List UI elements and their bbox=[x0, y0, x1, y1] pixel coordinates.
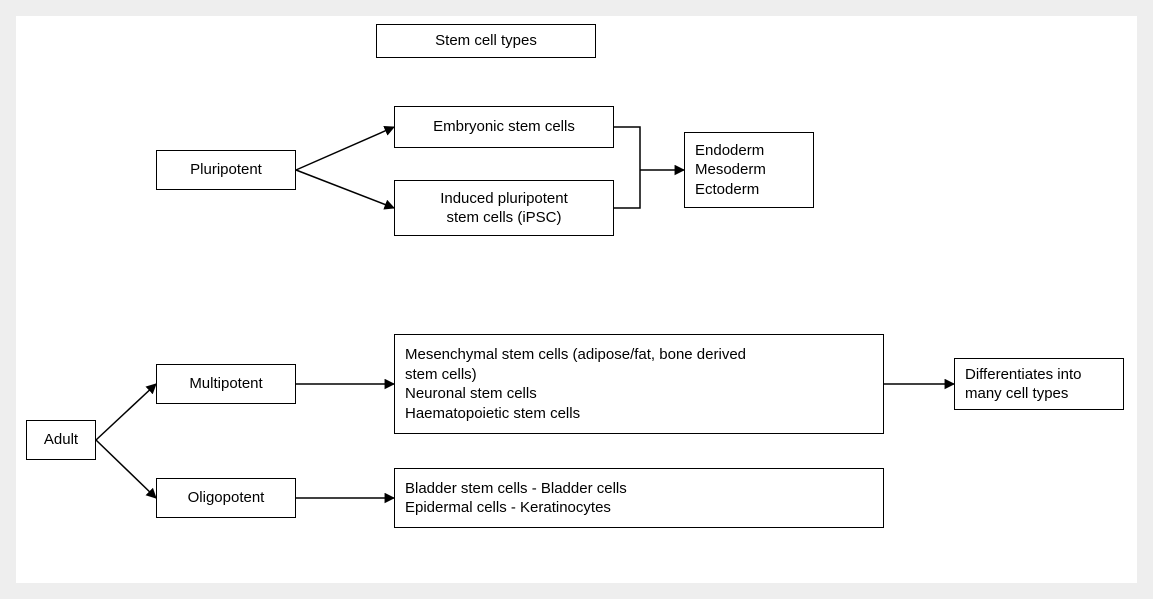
node-embryonic: Embryonic stem cells bbox=[394, 106, 614, 148]
node-oligopotent: Oligopotent bbox=[156, 478, 296, 518]
node-germlayers-label: Endoderm Mesoderm Ectoderm bbox=[695, 141, 766, 200]
node-multipotent-examples: Mesenchymal stem cells (adipose/fat, bon… bbox=[394, 334, 884, 434]
node-ipsc-label: Induced pluripotent stem cells (iPSC) bbox=[440, 189, 568, 228]
node-differentiates-label: Differentiates into many cell types bbox=[965, 365, 1081, 404]
node-germlayers: Endoderm Mesoderm Ectoderm bbox=[684, 132, 814, 208]
node-pluripotent: Pluripotent bbox=[156, 150, 296, 190]
node-multipotent-examples-label: Mesenchymal stem cells (adipose/fat, bon… bbox=[405, 345, 746, 423]
edge-merge-bracket bbox=[614, 127, 640, 208]
edge-adult-oligopotent bbox=[96, 440, 156, 498]
node-title: Stem cell types bbox=[376, 24, 596, 58]
node-title-label: Stem cell types bbox=[435, 31, 537, 51]
diagram-canvas: Stem cell types Pluripotent Embryonic st… bbox=[16, 16, 1137, 583]
node-differentiates: Differentiates into many cell types bbox=[954, 358, 1124, 410]
node-multipotent: Multipotent bbox=[156, 364, 296, 404]
node-embryonic-label: Embryonic stem cells bbox=[433, 117, 575, 137]
edge-adult-multipotent bbox=[96, 384, 156, 440]
node-oligopotent-label: Oligopotent bbox=[188, 488, 265, 508]
edge-pluripotent-embryonic bbox=[296, 127, 394, 170]
node-pluripotent-label: Pluripotent bbox=[190, 160, 262, 180]
edge-pluripotent-ipsc bbox=[296, 170, 394, 208]
node-adult-label: Adult bbox=[44, 430, 78, 450]
node-multipotent-label: Multipotent bbox=[189, 374, 262, 394]
node-oligopotent-examples: Bladder stem cells - Bladder cells Epide… bbox=[394, 468, 884, 528]
node-ipsc: Induced pluripotent stem cells (iPSC) bbox=[394, 180, 614, 236]
node-oligopotent-examples-label: Bladder stem cells - Bladder cells Epide… bbox=[405, 479, 627, 518]
node-adult: Adult bbox=[26, 420, 96, 460]
